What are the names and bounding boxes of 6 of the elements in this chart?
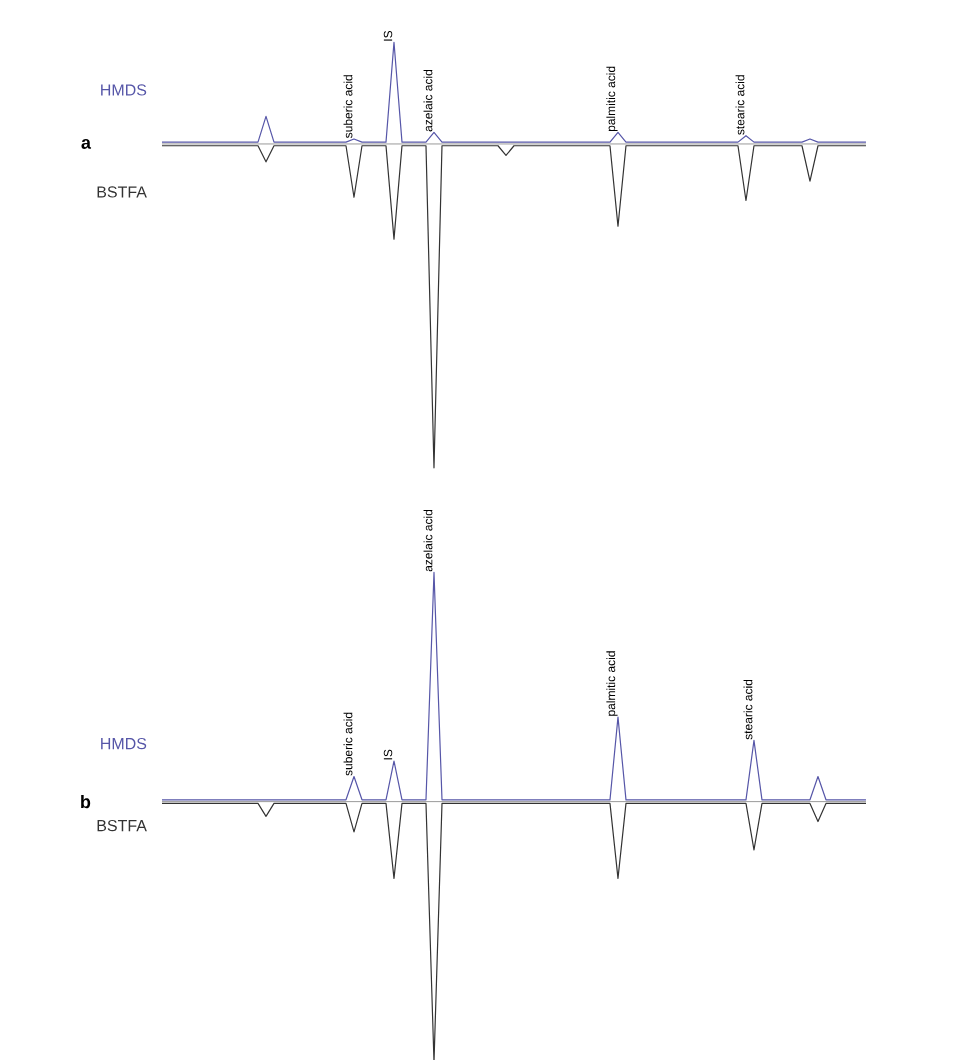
text: HMDS xyxy=(101,84,147,96)
text: b xyxy=(81,795,91,809)
text: HMDS xyxy=(101,737,147,750)
text: BSTFA xyxy=(97,186,147,198)
series-label: BSTFA xyxy=(97,819,147,832)
text: a xyxy=(81,139,92,149)
